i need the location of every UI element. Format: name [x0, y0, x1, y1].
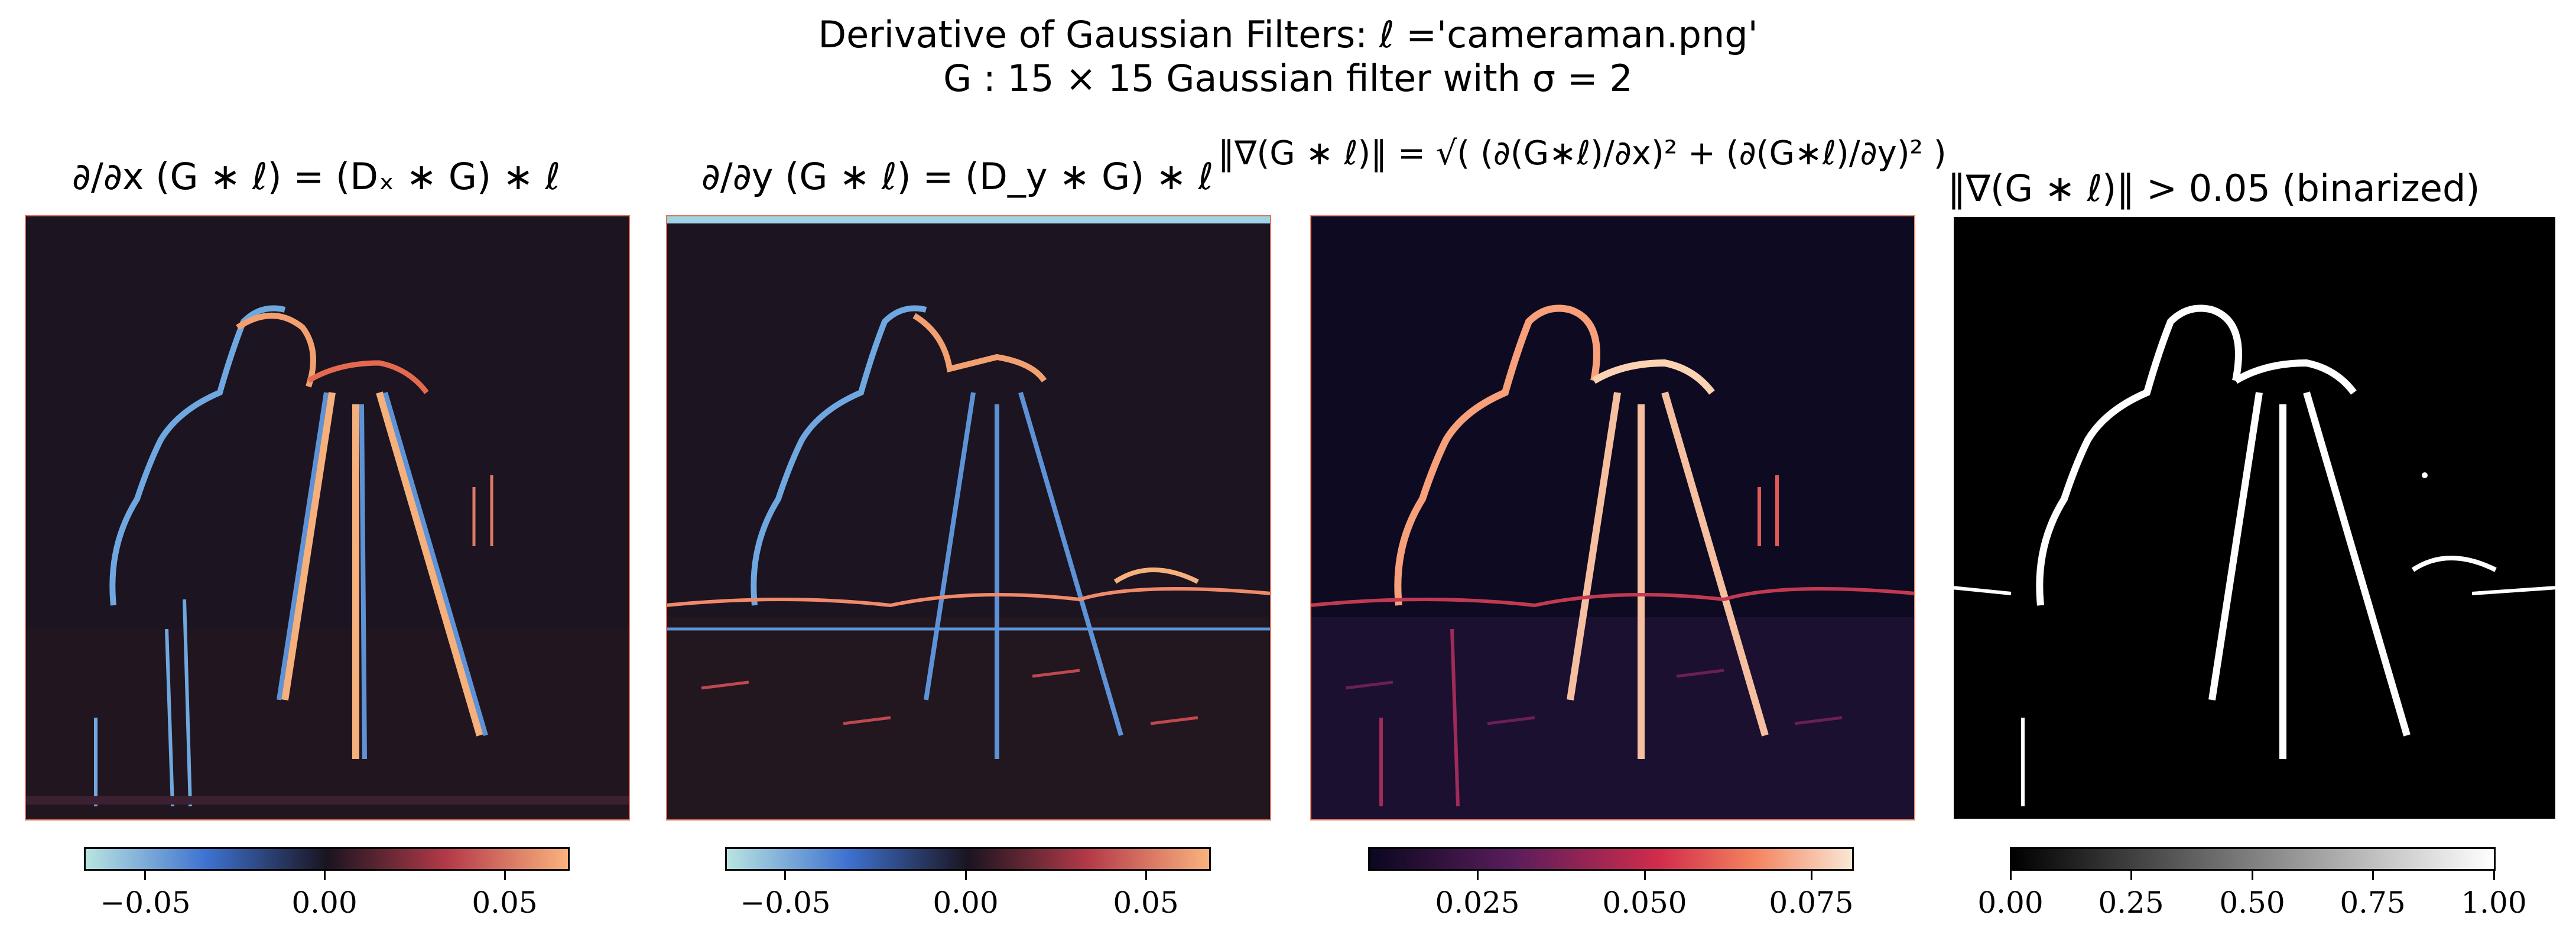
panel-4-title: ‖∇(G ∗ ℓ)‖ > 0.05 (binarized) [1947, 167, 2480, 210]
panel-4-tick-mark [2372, 871, 2374, 880]
panel-4-tick-label: 0.50 [2219, 886, 2285, 920]
panel-2-tick-mark [965, 871, 967, 880]
panel-3-tick-label: 0.025 [1435, 886, 1520, 920]
figure-title-line-1: Derivative of Gaussian Filters: ℓ ='came… [818, 13, 1758, 56]
panel-1-colorbar [84, 847, 570, 871]
panel-3-tick-mark [1644, 871, 1646, 880]
panel-4-tick-label: 0.25 [2098, 886, 2164, 920]
panel-2-tick-mark [1145, 871, 1147, 880]
panel-2-tick-label: −0.05 [740, 886, 831, 920]
panel-4-tick-label: 1.00 [2461, 886, 2527, 920]
panel-1-title: ∂/∂x (G ∗ ℓ) = (Dₓ ∗ G) ∗ ℓ [72, 155, 561, 198]
panel-2-tick-label: 0.05 [1113, 886, 1179, 920]
panel-4-tick-label: 0.00 [1977, 886, 2044, 920]
panel-4-tick-mark [2252, 871, 2253, 880]
panel-3-magnitude-image [1310, 215, 1915, 820]
panel-1-tick-label: 0.00 [291, 886, 358, 920]
panel-3-tick-label: 0.050 [1602, 886, 1687, 920]
panel-4-tick-mark [2493, 871, 2495, 880]
panel-4-binarized-image [1952, 215, 2557, 820]
panel-3-colorbar [1368, 847, 1854, 871]
panel-2-title: ∂/∂y (G ∗ ℓ) = (D_y ∗ G) ∗ ℓ [701, 155, 1214, 198]
panel-1-tick-mark [324, 871, 326, 880]
panel-1-tick-mark [504, 871, 506, 880]
panel-3-tick-mark [1811, 871, 1812, 880]
panel-2-colorbar [725, 847, 1211, 871]
panel-2-tick-label: 0.00 [933, 886, 999, 920]
panel-1-tick-label: 0.05 [472, 886, 538, 920]
figure-title-line-2: G : 15 × 15 Gaussian filter with σ = 2 [943, 57, 1633, 100]
panel-2-tick-mark [784, 871, 786, 880]
panel-3-tick-mark [1477, 871, 1479, 880]
panel-1-tick-label: −0.05 [100, 886, 191, 920]
panel-3-title: ‖∇(G ∗ ℓ)‖ = √( (∂(G∗ℓ)/∂x)² + (∂(G∗ℓ)/∂… [1218, 134, 1947, 173]
panel-4-colorbar [2010, 847, 2496, 871]
panel-4-tick-label: 0.75 [2340, 886, 2406, 920]
panel-1-tick-mark [144, 871, 146, 880]
panel-4-tick-mark [2010, 871, 2012, 880]
panel-4-tick-mark [2130, 871, 2132, 880]
panel-1-dx-image [25, 215, 630, 820]
panel-2-dy-image [666, 215, 1271, 820]
panel-3-tick-label: 0.075 [1769, 886, 1854, 920]
